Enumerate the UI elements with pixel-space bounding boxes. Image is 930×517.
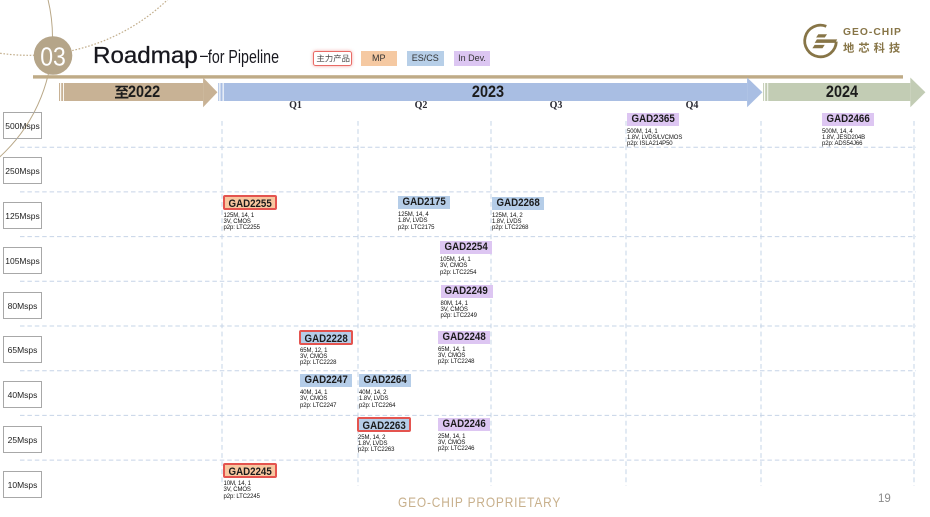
svg-text:03: 03: [40, 42, 66, 72]
